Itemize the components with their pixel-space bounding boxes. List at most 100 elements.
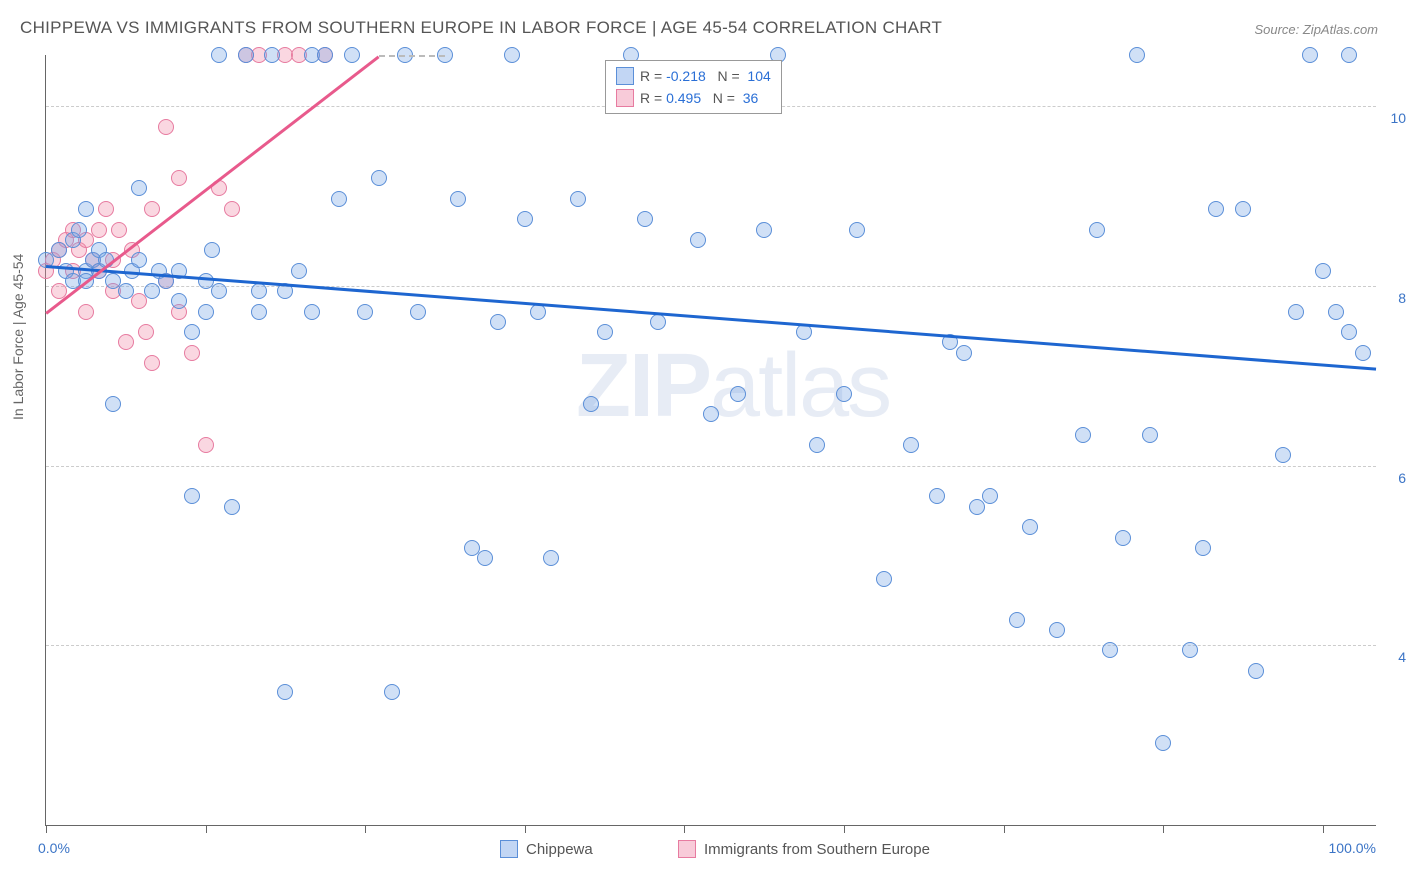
- x-tick: [844, 825, 845, 833]
- pink-point: [78, 304, 94, 320]
- blue-point: [198, 304, 214, 320]
- gridline: [46, 286, 1376, 287]
- trend-line: [379, 55, 446, 57]
- blue-point: [982, 488, 998, 504]
- y-tick-label: 82.5%: [1398, 290, 1406, 306]
- y-axis-label: In Labor Force | Age 45-54: [10, 254, 26, 420]
- blue-point: [597, 324, 613, 340]
- blue-point: [1341, 47, 1357, 63]
- blue-point: [131, 180, 147, 196]
- y-tick-label: 65.0%: [1398, 470, 1406, 486]
- blue-point: [211, 47, 227, 63]
- blue-point: [304, 304, 320, 320]
- blue-point: [78, 201, 94, 217]
- blue-point: [969, 499, 985, 515]
- blue-point: [1355, 345, 1371, 361]
- blue-point: [331, 191, 347, 207]
- blue-point: [929, 488, 945, 504]
- legend-swatch: [616, 89, 634, 107]
- blue-point: [344, 47, 360, 63]
- blue-point: [277, 684, 293, 700]
- pink-point: [138, 324, 154, 340]
- blue-point: [756, 222, 772, 238]
- blue-point: [1288, 304, 1304, 320]
- pink-point: [184, 345, 200, 361]
- pink-point: [98, 201, 114, 217]
- blue-point: [204, 242, 220, 258]
- pink-point: [91, 222, 107, 238]
- blue-point: [1275, 447, 1291, 463]
- pink-point: [144, 355, 160, 371]
- blue-point: [730, 386, 746, 402]
- blue-point: [171, 293, 187, 309]
- pink-point: [118, 334, 134, 350]
- pink-point: [131, 293, 147, 309]
- x-tick: [1004, 825, 1005, 833]
- blue-point: [384, 684, 400, 700]
- legend-swatch: [678, 840, 696, 858]
- blue-point: [1328, 304, 1344, 320]
- blue-point: [796, 324, 812, 340]
- blue-point: [317, 47, 333, 63]
- blue-point: [238, 47, 254, 63]
- blue-point: [1089, 222, 1105, 238]
- blue-point: [703, 406, 719, 422]
- blue-point: [903, 437, 919, 453]
- blue-point: [570, 191, 586, 207]
- blue-point: [650, 314, 666, 330]
- blue-point: [690, 232, 706, 248]
- blue-point: [836, 386, 852, 402]
- x-tick: [365, 825, 366, 833]
- pink-point: [171, 170, 187, 186]
- pink-point: [198, 437, 214, 453]
- blue-point: [264, 47, 280, 63]
- blue-point: [1208, 201, 1224, 217]
- blue-point: [1009, 612, 1025, 628]
- legend-swatch: [500, 840, 518, 858]
- blue-point: [224, 499, 240, 515]
- trend-line: [46, 265, 1376, 370]
- blue-point: [410, 304, 426, 320]
- blue-point: [144, 283, 160, 299]
- pink-point: [144, 201, 160, 217]
- blue-point: [211, 283, 227, 299]
- blue-point: [530, 304, 546, 320]
- blue-point: [184, 324, 200, 340]
- blue-point: [1142, 427, 1158, 443]
- blue-point: [251, 283, 267, 299]
- blue-point: [357, 304, 373, 320]
- blue-point: [1075, 427, 1091, 443]
- stats-text: R = 0.495 N = 36: [640, 87, 758, 109]
- blue-point: [517, 211, 533, 227]
- blue-point: [956, 345, 972, 361]
- blue-point: [1049, 622, 1065, 638]
- source-attribution: Source: ZipAtlas.com: [1254, 22, 1378, 37]
- blue-point: [1115, 530, 1131, 546]
- pink-point: [224, 201, 240, 217]
- x-tick: [525, 825, 526, 833]
- legend-swatch: [616, 67, 634, 85]
- blue-point: [71, 222, 87, 238]
- gridline: [46, 466, 1376, 467]
- pink-point: [111, 222, 127, 238]
- blue-point: [105, 396, 121, 412]
- blue-point: [876, 571, 892, 587]
- x-tick: [1323, 825, 1324, 833]
- blue-point: [637, 211, 653, 227]
- blue-point: [1315, 263, 1331, 279]
- blue-point: [490, 314, 506, 330]
- blue-point: [849, 222, 865, 238]
- legend-item: Immigrants from Southern Europe: [678, 840, 930, 858]
- x-tick: [1163, 825, 1164, 833]
- blue-point: [118, 283, 134, 299]
- blue-point: [1235, 201, 1251, 217]
- blue-point: [543, 550, 559, 566]
- blue-point: [51, 242, 67, 258]
- blue-point: [1022, 519, 1038, 535]
- gridline: [46, 645, 1376, 646]
- blue-point: [477, 550, 493, 566]
- blue-point: [1341, 324, 1357, 340]
- blue-point: [251, 304, 267, 320]
- y-tick-label: 47.5%: [1398, 649, 1406, 665]
- stats-row: R = 0.495 N = 36: [616, 87, 771, 109]
